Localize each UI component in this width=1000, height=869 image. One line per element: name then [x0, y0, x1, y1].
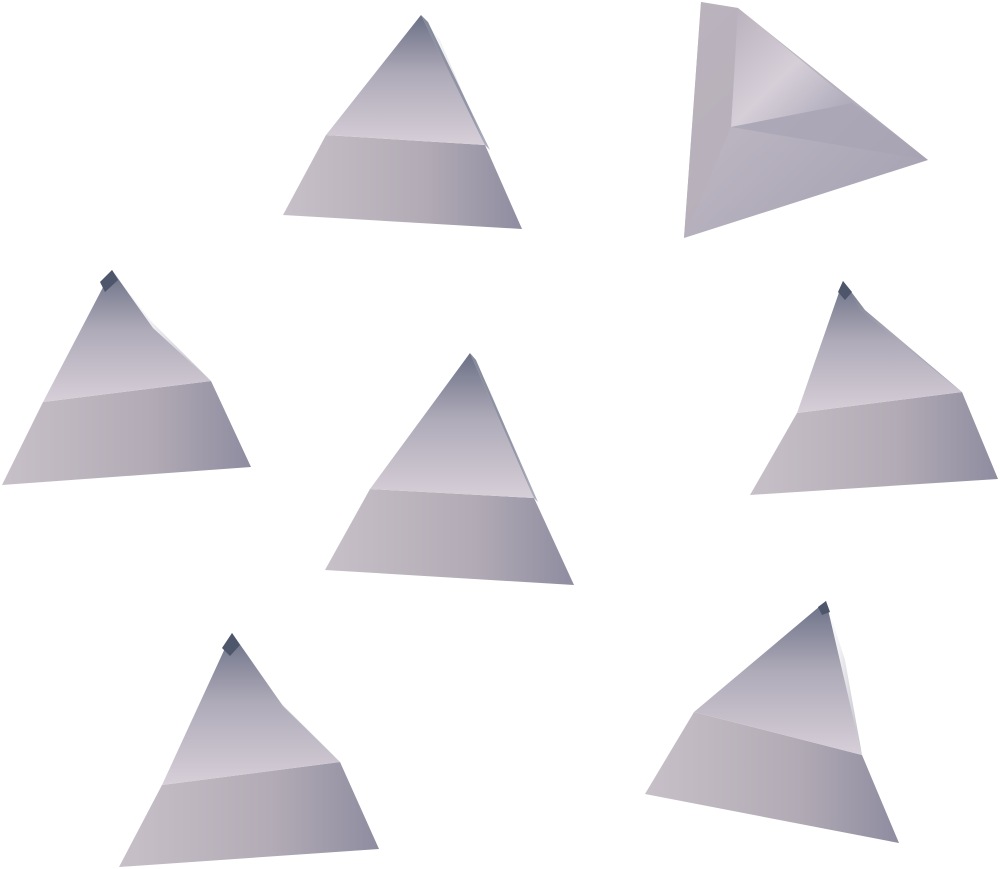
tetrahedron-fragment-5 — [750, 281, 998, 495]
tetrahedron-fragment-7 — [645, 601, 899, 843]
tetrahedron-fragment-1 — [283, 15, 522, 229]
tetrahedron-fragment-4 — [325, 353, 574, 585]
tetrahedron-fragment-3 — [2, 270, 251, 485]
tetrahedron-fragment-6 — [119, 633, 379, 867]
tetrahedron-fragment-2 — [684, 2, 928, 238]
